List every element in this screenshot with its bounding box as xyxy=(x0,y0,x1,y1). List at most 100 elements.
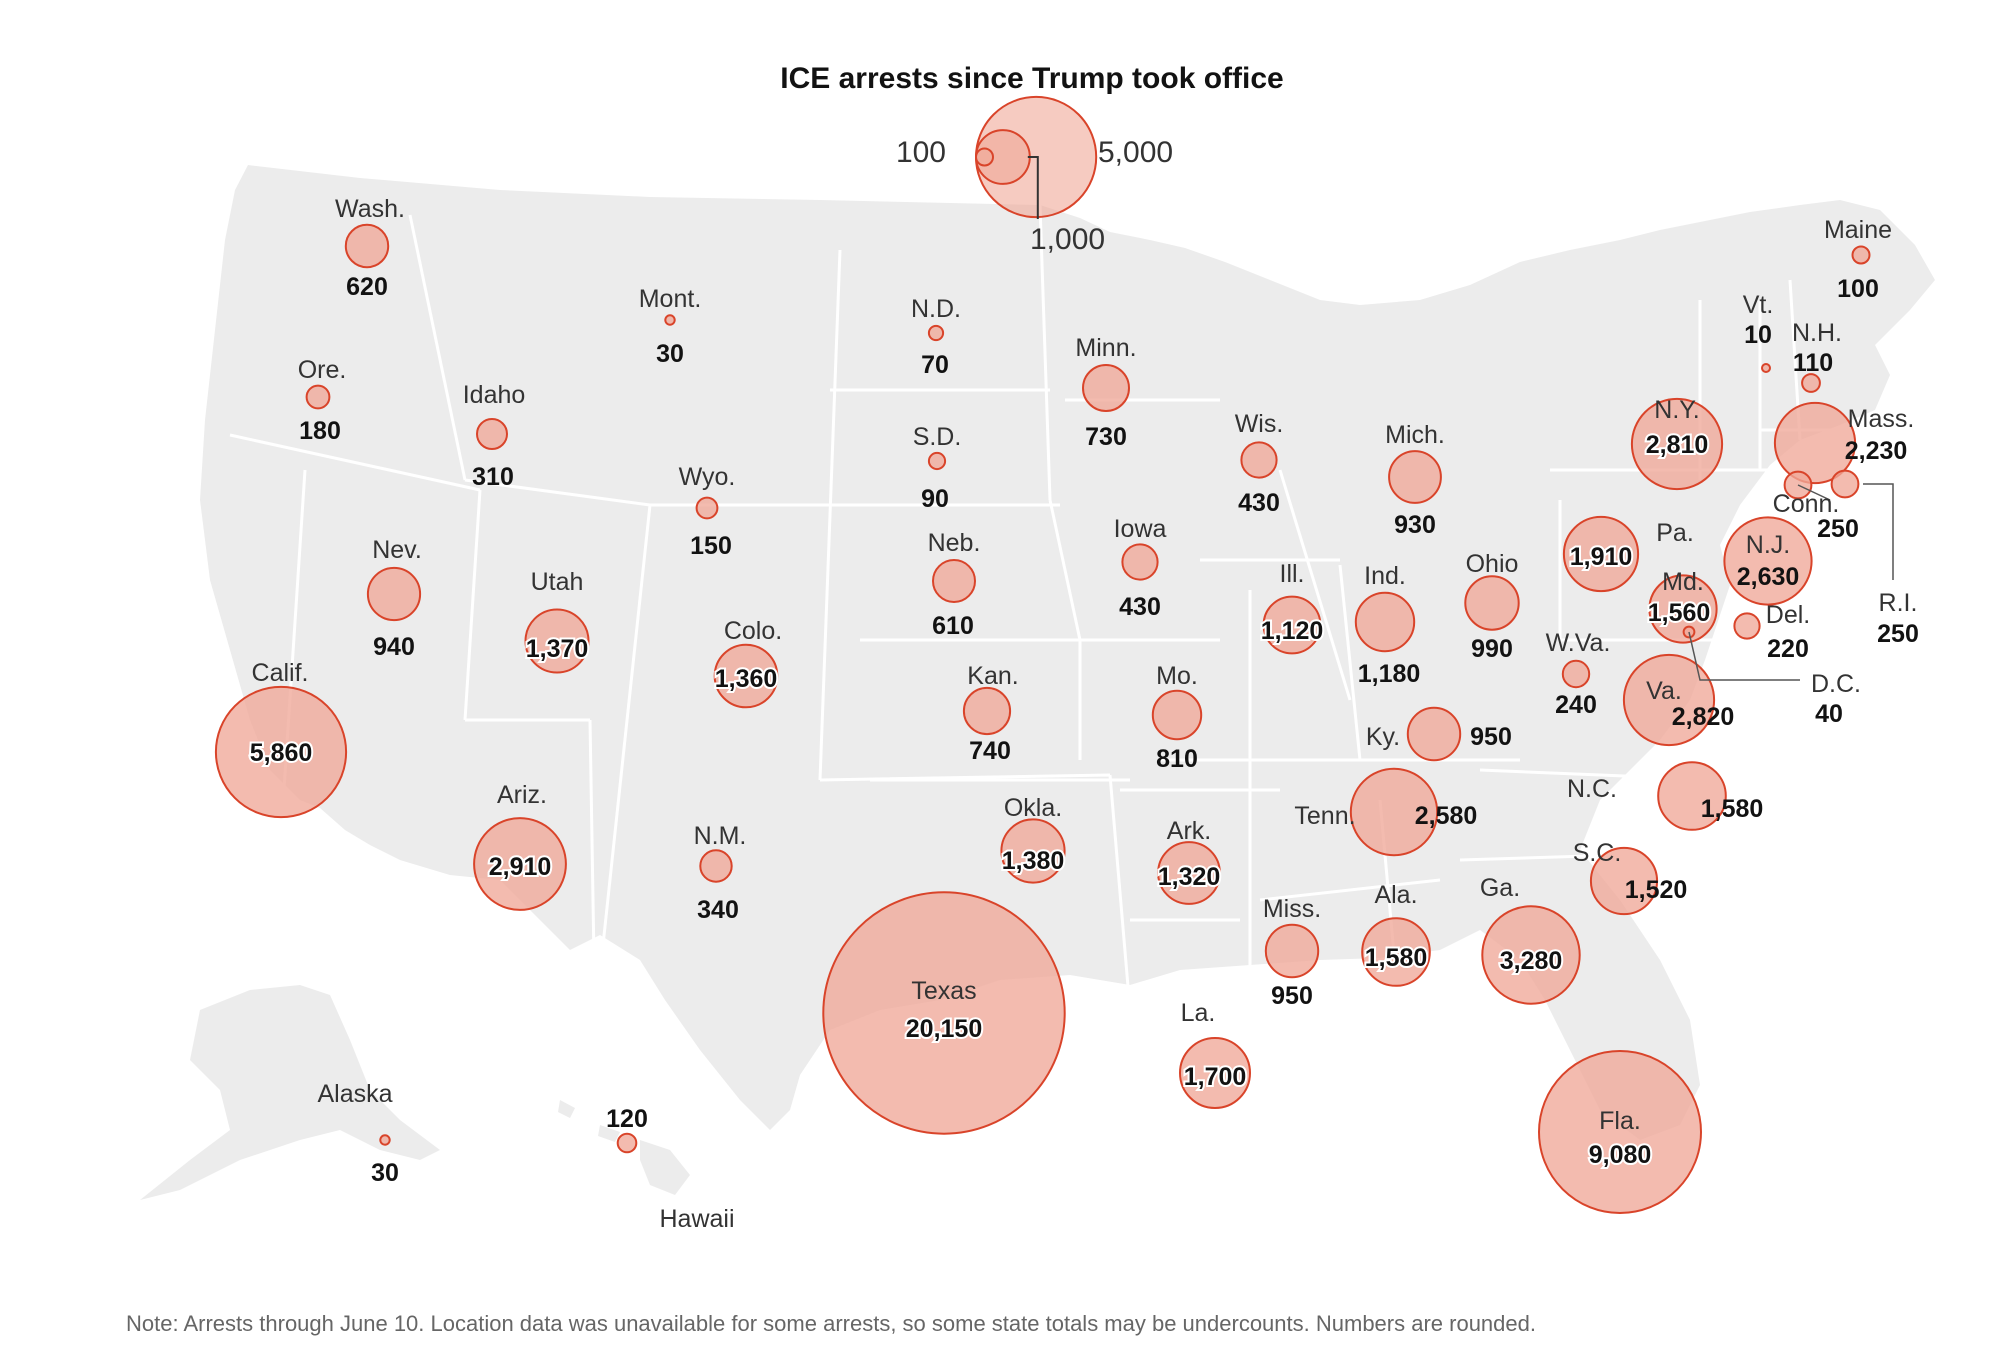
bubble-ak xyxy=(379,1134,391,1146)
state-value-tx: 20,150 xyxy=(906,1015,982,1043)
bubble-vt xyxy=(1761,363,1771,373)
state-name-ut: Utah xyxy=(531,568,584,596)
state-name-pa: Pa. xyxy=(1656,519,1694,547)
state-value-sc: 1,520 xyxy=(1625,876,1688,904)
bubble-de xyxy=(1733,612,1761,640)
state-value-oh: 990 xyxy=(1471,635,1513,663)
state-value-nj: 2,630 xyxy=(1737,563,1800,591)
legend-label-100: 100 xyxy=(896,136,946,169)
state-name-co: Colo. xyxy=(724,617,782,645)
legend-leader-line xyxy=(1027,156,1039,219)
state-value-ia: 430 xyxy=(1119,593,1161,621)
state-name-ri: R.I. xyxy=(1879,589,1918,617)
bubble-tn xyxy=(1349,767,1439,857)
bubble-ri xyxy=(1830,469,1860,499)
state-value-wv: 240 xyxy=(1555,691,1597,719)
state-value-az: 2,910 xyxy=(489,853,552,881)
bubble-ar xyxy=(1157,841,1221,905)
state-name-fl: Fla. xyxy=(1599,1107,1641,1135)
state-name-id: Idaho xyxy=(463,381,526,409)
bubble-md xyxy=(1648,574,1718,644)
state-value-ca: 5,860 xyxy=(250,739,313,767)
state-name-ca: Calif. xyxy=(252,659,309,687)
state-value-or: 180 xyxy=(299,417,341,445)
state-name-wv: W.Va. xyxy=(1546,629,1611,657)
state-name-sd: S.D. xyxy=(913,423,962,451)
state-value-nm: 340 xyxy=(697,896,739,924)
state-value-mi: 930 xyxy=(1394,511,1436,539)
us-land-outline xyxy=(140,165,1935,1200)
state-name-nh: N.H. xyxy=(1792,319,1842,347)
bubble-nm xyxy=(699,849,733,883)
bubble-ny xyxy=(1630,397,1724,491)
bubble-id xyxy=(476,418,508,450)
state-value-mn: 730 xyxy=(1085,423,1127,451)
state-value-sd: 90 xyxy=(921,485,949,513)
state-name-mo: Mo. xyxy=(1156,662,1198,690)
bubble-or xyxy=(305,384,331,410)
bubble-va xyxy=(1622,653,1716,747)
bubble-ky xyxy=(1406,706,1462,762)
leader-line-ri xyxy=(1863,483,1894,580)
state-value-ut: 1,370 xyxy=(526,635,589,663)
state-value-md: 1,560 xyxy=(1648,599,1711,627)
bubble-ms xyxy=(1264,923,1320,979)
state-value-mt: 30 xyxy=(656,340,684,368)
state-name-mn: Minn. xyxy=(1075,334,1136,362)
bubble-ia xyxy=(1121,543,1159,581)
leader-lines xyxy=(1688,483,1894,681)
state-name-vt: Vt. xyxy=(1743,291,1774,319)
state-value-ne: 610 xyxy=(932,612,974,640)
state-name-nc: N.C. xyxy=(1567,775,1617,803)
state-value-nd: 70 xyxy=(921,351,949,379)
state-name-wi: Wis. xyxy=(1235,410,1284,438)
bubble-pa xyxy=(1562,515,1640,593)
footnote: Note: Arrests through June 10. Location … xyxy=(126,1311,1536,1336)
bubble-mo xyxy=(1151,689,1203,741)
state-value-me: 100 xyxy=(1837,275,1879,303)
state-name-ar: Ark. xyxy=(1167,817,1211,845)
state-value-ri: 250 xyxy=(1877,620,1919,648)
state-value-hi: 120 xyxy=(606,1105,648,1133)
bubble-tx xyxy=(822,891,1066,1135)
bubble-mn xyxy=(1082,364,1130,412)
state-value-ga: 3,280 xyxy=(1500,947,1563,975)
bubble-ca xyxy=(214,685,348,819)
chart-title: ICE arrests since Trump took office xyxy=(780,62,1283,95)
bubble-sd xyxy=(927,451,947,471)
state-value-dc: 40 xyxy=(1815,700,1843,728)
state-value-ky: 950 xyxy=(1470,723,1512,751)
state-name-ma: Mass. xyxy=(1848,405,1915,433)
state-name-wa: Wash. xyxy=(335,195,405,223)
state-value-wi: 430 xyxy=(1238,489,1280,517)
state-value-ok: 1,380 xyxy=(1002,847,1065,875)
state-name-ks: Kan. xyxy=(967,662,1018,690)
bubble-nv xyxy=(366,566,422,622)
state-name-in: Ind. xyxy=(1364,562,1406,590)
state-name-de: Del. xyxy=(1766,601,1810,629)
legend-label-1000: 1,000 xyxy=(1030,223,1105,256)
state-name-mi: Mich. xyxy=(1385,421,1445,449)
bubble-wv xyxy=(1561,659,1591,689)
state-value-id: 310 xyxy=(472,463,514,491)
contiguous-us-land xyxy=(200,165,1935,1140)
bubble-co xyxy=(713,643,779,709)
state-value-wy: 150 xyxy=(690,532,732,560)
state-name-va: Va. xyxy=(1646,677,1682,705)
state-name-sc: S.C. xyxy=(1573,839,1622,867)
bubble-nd xyxy=(927,324,945,342)
state-name-tx: Texas xyxy=(911,977,976,1005)
state-name-ia: Iowa xyxy=(1114,515,1167,543)
state-name-ms: Miss. xyxy=(1263,895,1321,923)
state-name-nm: N.M. xyxy=(694,822,747,850)
alaska-land xyxy=(140,985,440,1200)
state-name-ky: Ky. xyxy=(1366,723,1400,751)
leader-line-dc xyxy=(1688,631,1800,681)
state-name-hi: Hawaii xyxy=(659,1205,734,1233)
state-value-ar: 1,320 xyxy=(1158,863,1221,891)
bubble-la xyxy=(1179,1037,1251,1109)
bubble-fl xyxy=(1538,1050,1702,1214)
state-name-wy: Wyo. xyxy=(679,463,736,491)
state-name-nj: N.J. xyxy=(1746,531,1790,559)
state-value-pa: 1,910 xyxy=(1570,543,1633,571)
